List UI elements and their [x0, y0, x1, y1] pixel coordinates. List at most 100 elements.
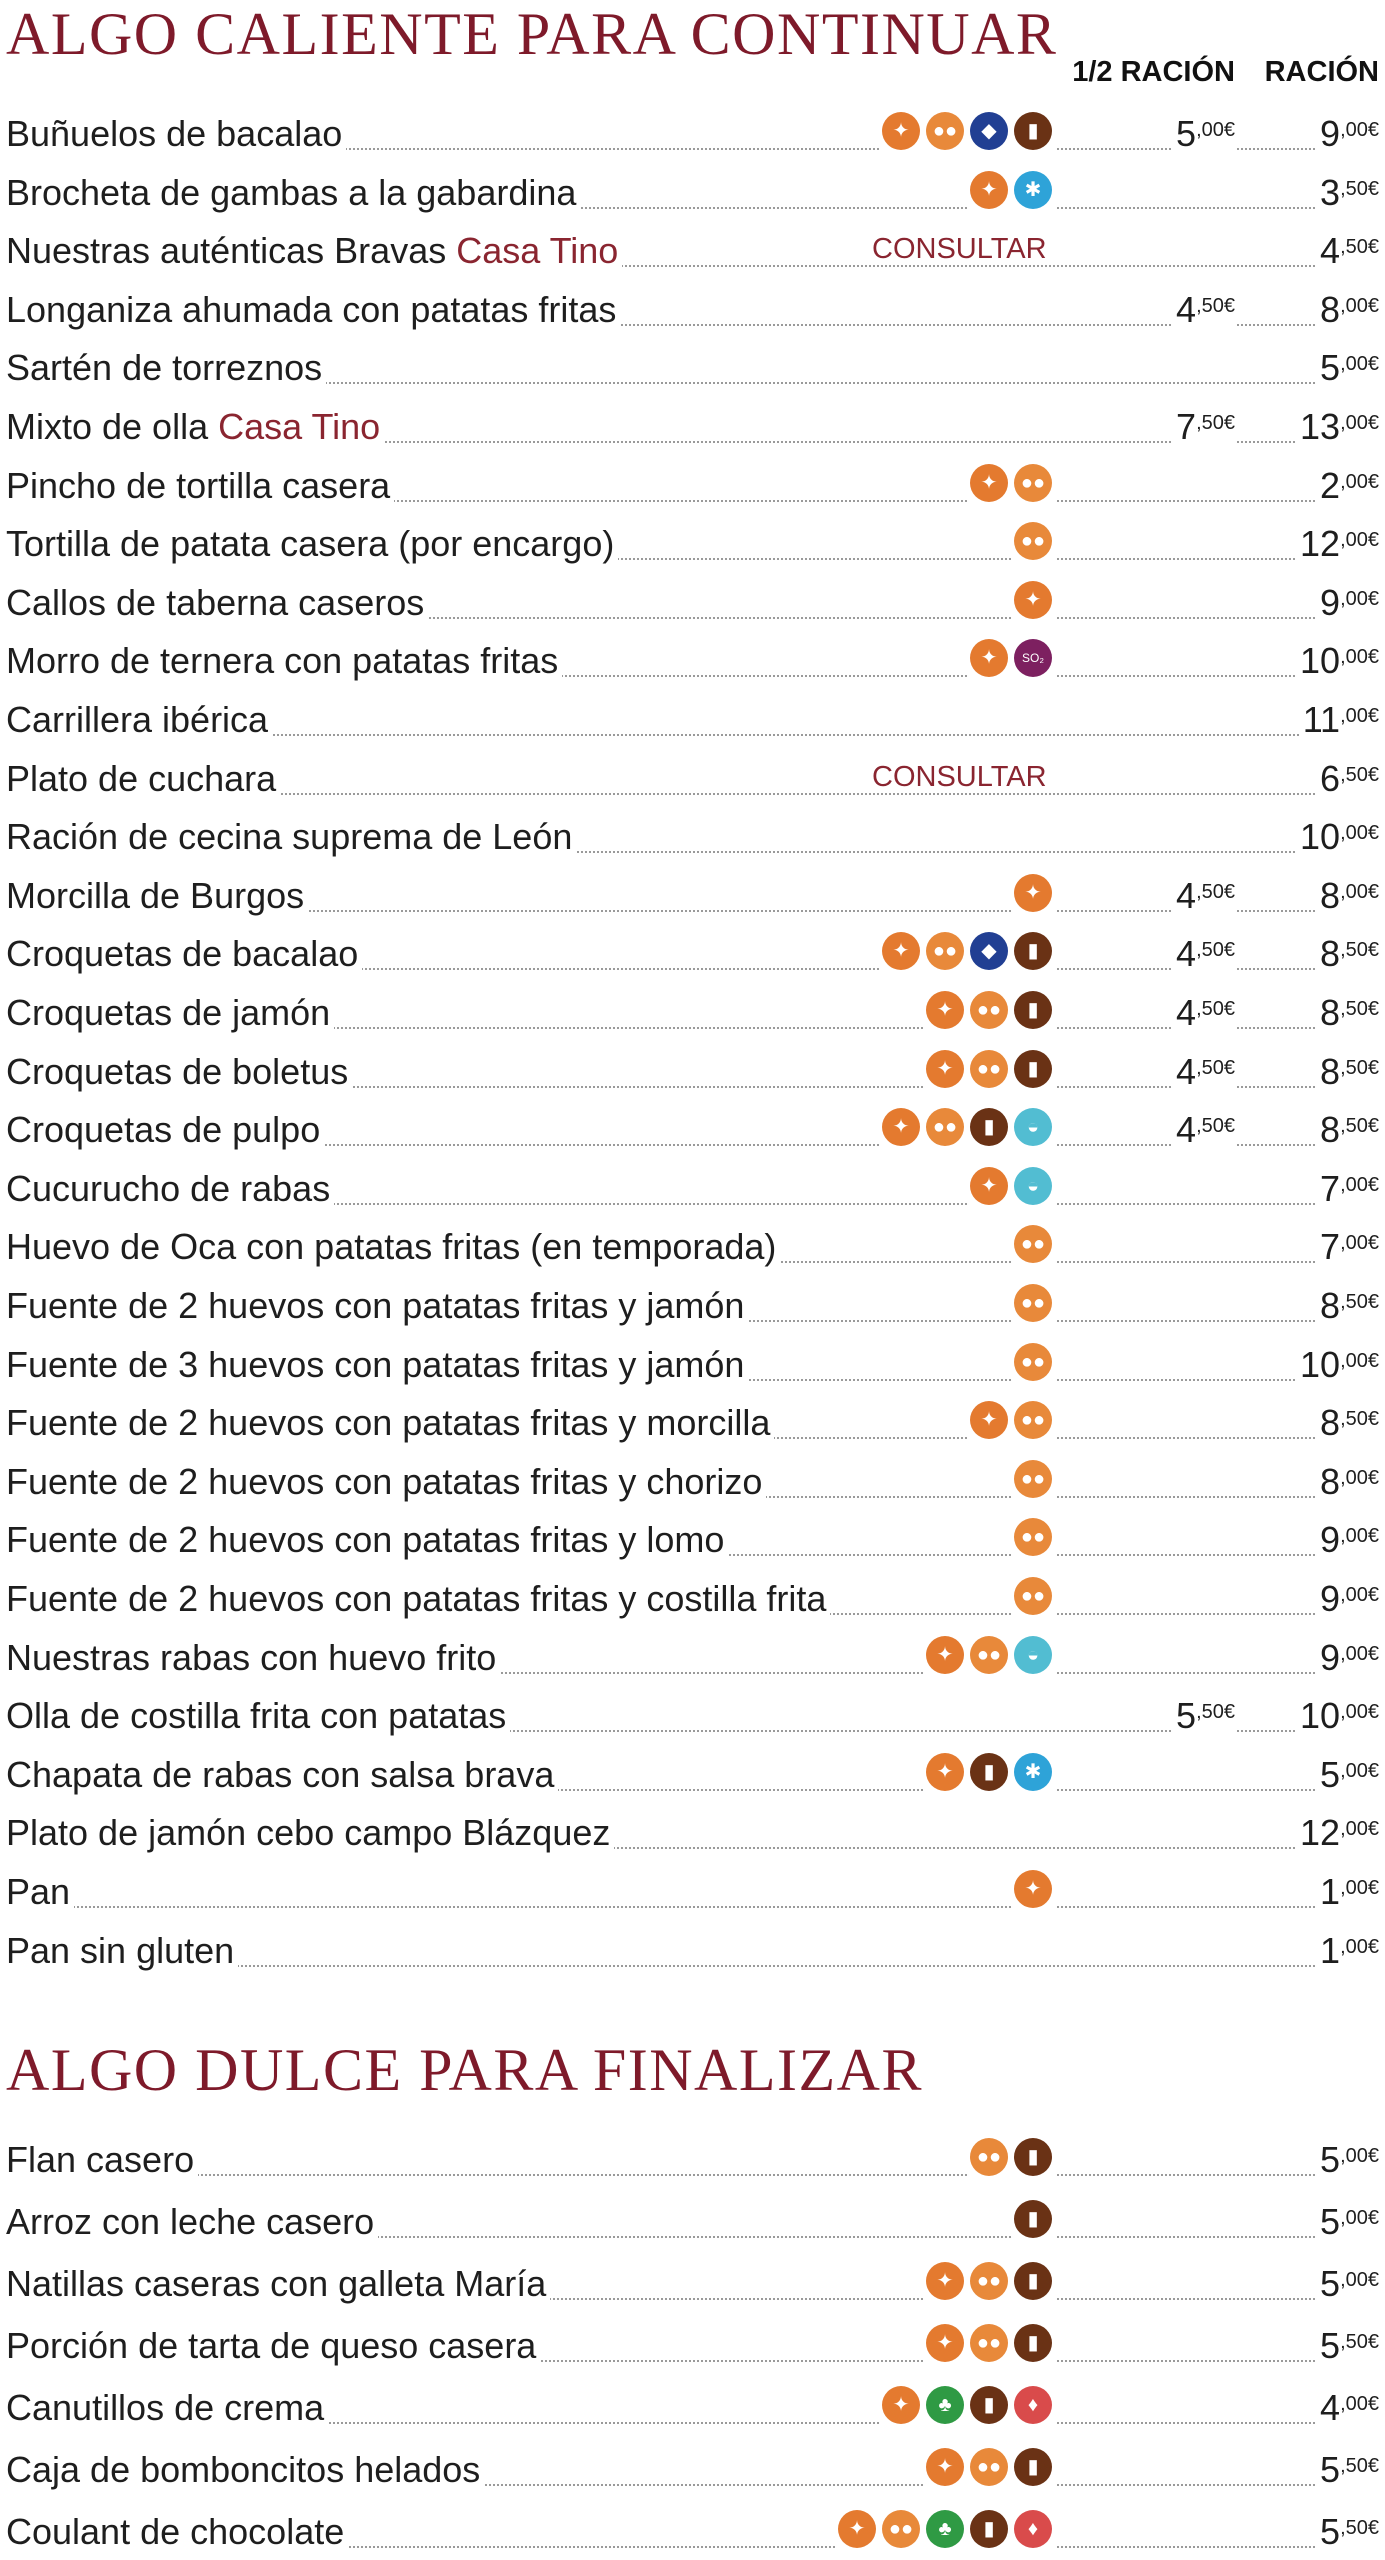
portion-price: 6,50€ [1316, 756, 1379, 801]
item-name-text: Plato de jamón cebo campo Blázquez [6, 1812, 611, 1854]
menu-item: Plato de jamón cebo campo Blázquez 12,00€ [0, 1805, 1385, 1856]
menu-item: Natillas caseras con galleta María ✦ ●● ▮ 5,… [0, 2256, 1385, 2306]
allergen-icons: ✦ [1011, 580, 1055, 621]
menu-item: Morro de ternera con patatas fritas ✦ SO₂ 1… [0, 633, 1385, 684]
egg-icon: ●● [1014, 1401, 1052, 1440]
allergen-icons: ✦ ●● [967, 463, 1055, 504]
egg-icon: ●● [970, 2448, 1008, 2486]
dot-leader [6, 323, 1379, 326]
portion-price: 8,50€ [1316, 1108, 1379, 1153]
item-name: Fuente de 2 huevos con patatas fritas y … [6, 1284, 749, 1328]
price-cents: ,50€ [1340, 1056, 1379, 1079]
item-name: Croquetas de jamón [6, 991, 335, 1035]
portion-header: RACIÓN [1264, 56, 1379, 88]
price-main: 8 [1320, 1460, 1341, 1502]
egg-icon: ●● [1014, 1284, 1052, 1322]
half-portion-price: 4,50€ [1172, 1108, 1235, 1153]
milk-icon: ▮ [970, 1108, 1008, 1147]
price-cents: ,00€ [1340, 1584, 1379, 1606]
nuts-icon: ♣ [926, 2386, 964, 2424]
price-main: 10 [1300, 1343, 1341, 1385]
dot-leader [6, 1085, 1379, 1088]
egg-icon: ●● [926, 1108, 964, 1147]
item-name: Pan sin gluten [6, 1928, 239, 1973]
price-cents: ,50€ [1196, 1701, 1235, 1724]
item-name-text: Flan casero [6, 2139, 195, 2180]
item-name-text: Fuente de 2 huevos con patatas fritas y … [6, 1402, 771, 1444]
portion-price: 7,00€ [1316, 1166, 1379, 1211]
portion-price: 8,00€ [1316, 287, 1379, 332]
price-main: 10 [1300, 640, 1341, 682]
price-cents: ,50€ [1196, 294, 1235, 317]
item-name-text: Coulant de chocolate [6, 2511, 345, 2552]
price-main: 5 [1320, 347, 1341, 389]
soy-icon: ♦ [1014, 2386, 1052, 2424]
item-name-text: Croquetas de jamón [6, 992, 331, 1033]
portion-price: 5,00€ [1316, 2138, 1379, 2182]
price-cents: ,50€ [1340, 939, 1379, 962]
dot-leader [6, 1906, 1379, 1908]
menu-item: Tortilla de patata casera (por encargo) ●… [0, 516, 1385, 567]
item-name: Brocheta de gambas a la gabardina [6, 170, 581, 215]
gluten-icon: ✦ [1014, 1870, 1052, 1908]
gluten-icon: ✦ [882, 932, 920, 971]
price-cents: ,50€ [1340, 1115, 1379, 1138]
price-cents: ,50€ [1340, 998, 1379, 1020]
gluten-icon: ✦ [882, 112, 920, 150]
price-main: 8 [1320, 288, 1341, 330]
dot-leader [6, 1144, 1379, 1147]
allergen-icons: ●● [1011, 1518, 1055, 1559]
gluten-icon: ✦ [1014, 580, 1052, 619]
item-name: Pincho de tortilla casera [6, 463, 395, 508]
half-portion-price: 7,50€ [1172, 405, 1235, 449]
gluten-icon: ✦ [970, 170, 1008, 209]
gluten-icon: ✦ [926, 1635, 964, 1674]
price-main: 8 [1320, 874, 1341, 916]
price-cents: ,50€ [1340, 236, 1379, 259]
price-main: 2 [1320, 464, 1341, 506]
dot-leader [6, 1730, 1379, 1733]
half-portion-price: 5,00€ [1172, 112, 1235, 156]
item-name-text: Ración de cecina suprema de León [6, 816, 573, 858]
portion-price: 7,00€ [1316, 1225, 1379, 1270]
item-name-text: Brocheta de gambas a la gabardina [6, 171, 577, 213]
price-cents: ,00€ [1340, 470, 1379, 493]
item-name: Nuestras rabas con huevo frito [6, 1635, 501, 1680]
allergen-icons: ✦ ●● ▮ [923, 2262, 1055, 2302]
gluten-icon: ✦ [1014, 873, 1052, 912]
gluten-icon: ✦ [926, 1752, 964, 1791]
item-name: Arroz con leche casero [6, 2200, 379, 2244]
menu-item: Nuestras auténticas Bravas Casa Tino CONS… [0, 223, 1385, 274]
dot-leader [6, 1847, 1379, 1850]
dot-leader [6, 148, 1379, 150]
allergen-icons: ●● [1011, 1225, 1055, 1266]
allergen-icons: ●● ▮ [967, 2138, 1055, 2178]
portion-price: 10,00€ [1296, 815, 1379, 860]
price-main: 1 [1320, 1929, 1341, 1971]
item-name: Croquetas de bacalao [6, 932, 363, 977]
portion-price: 1,00€ [1316, 1870, 1379, 1914]
price-cents: ,50€ [1196, 1056, 1235, 1079]
mollusc-icon: ◒ [1014, 1635, 1052, 1674]
price-cents: ,00€ [1340, 2269, 1379, 2291]
half-portion-price: 5,50€ [1172, 1694, 1235, 1739]
gluten-icon: ✦ [926, 991, 964, 1029]
half-portion-header: 1/2 RACIÓN [1072, 56, 1235, 88]
item-name-text: Nuestras auténticas Bravas [6, 230, 457, 272]
price-main: 9 [1320, 113, 1341, 154]
price-main: 4 [1176, 1050, 1197, 1092]
menu-item: Pan sin gluten 1,00€ [0, 1923, 1385, 1973]
menu-item: Arroz con leche casero ▮ 5,00€ [0, 2194, 1385, 2244]
menu-item: Croquetas de jamón ✦ ●● ▮ 4,50€ 8,50€ [0, 985, 1385, 1035]
egg-icon: ●● [970, 991, 1008, 1029]
price-cents: ,50€ [1196, 998, 1235, 1020]
price-cents: ,00€ [1340, 412, 1379, 434]
milk-icon: ▮ [1014, 2138, 1052, 2176]
price-main: 12 [1300, 1812, 1341, 1854]
item-name: Huevo de Oca con patatas fritas (en temp… [6, 1225, 781, 1270]
price-cents: ,00€ [1340, 1525, 1379, 1548]
dot-leader [6, 382, 1379, 385]
allergen-icons: ✦ ♣ ▮ ♦ [879, 2386, 1055, 2426]
price-cents: ,00€ [1340, 646, 1379, 669]
item-name: Ración de cecina suprema de León [6, 815, 577, 860]
